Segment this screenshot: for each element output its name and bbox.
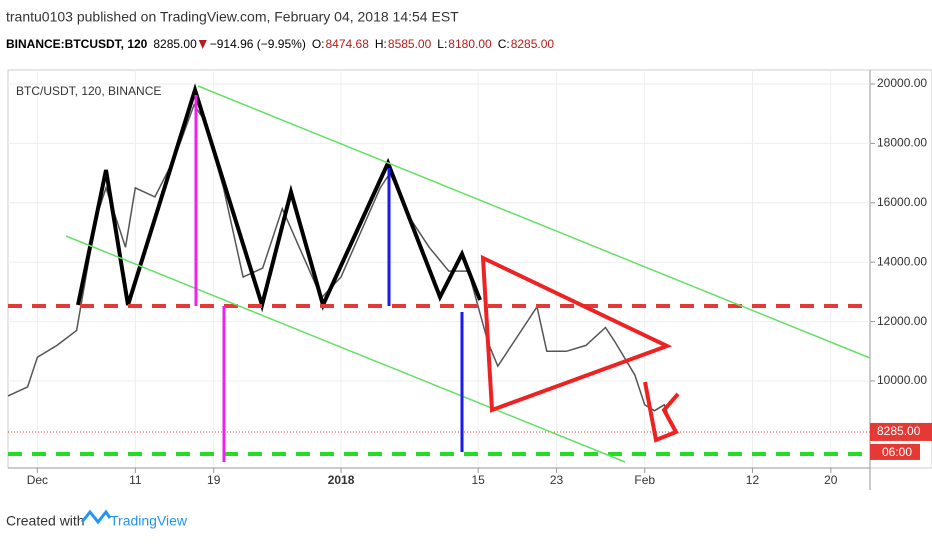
symbol-line: BINANCE:BTCUSDT, 120 8285.00 −914.96 (−9.9… bbox=[6, 37, 554, 51]
ohlc-label: C: bbox=[498, 37, 510, 51]
series-label: BTC/USDT, 120, BINANCE bbox=[16, 84, 161, 98]
ohlc-value: 8474.68 bbox=[326, 37, 370, 51]
time-label: 06:00 bbox=[882, 445, 912, 459]
y-tick-label: 16000.00 bbox=[877, 195, 927, 209]
logo bbox=[80, 509, 112, 525]
x-tick-label: 12 bbox=[746, 473, 760, 487]
drawings bbox=[8, 83, 871, 463]
down-arrow bbox=[198, 40, 207, 49]
channel-bottom bbox=[65, 235, 626, 463]
x-tick-label: 2018 bbox=[328, 473, 355, 487]
zigzag bbox=[76, 83, 482, 313]
x-tick-label: 23 bbox=[550, 473, 564, 487]
ohlc-label: O: bbox=[312, 37, 325, 51]
x-tick-label: Dec bbox=[27, 473, 48, 487]
price-line bbox=[7, 103, 675, 433]
price: 8285.00 bbox=[153, 37, 197, 51]
ohlc-value: 8285.00 bbox=[511, 37, 555, 51]
ohlc-label: H: bbox=[375, 37, 387, 51]
y-tick-label: 14000.00 bbox=[877, 254, 927, 268]
plot: 10000.00 12000.00 14000.00 16000.00 18000.00… bbox=[7, 70, 932, 487]
time-box bbox=[870, 443, 920, 460]
triangle bbox=[480, 254, 673, 413]
y-tick-label: 18000.00 bbox=[877, 136, 927, 150]
ohlc-value: 8585.00 bbox=[388, 37, 432, 51]
ohlc-value: 8180.00 bbox=[448, 37, 492, 51]
y-tick-label: 20000.00 bbox=[877, 76, 927, 90]
x-tick-label: 20 bbox=[824, 473, 838, 487]
flag bbox=[643, 381, 680, 443]
y-tick-label: 12000.00 bbox=[877, 314, 927, 328]
x-tick-label: Feb bbox=[634, 473, 655, 487]
last-price-box bbox=[870, 422, 932, 441]
channel-top bbox=[197, 85, 871, 359]
footer-created: Created with bbox=[6, 513, 85, 529]
ohlc-label: L: bbox=[437, 37, 447, 51]
y-tick-label: 10000.00 bbox=[877, 373, 927, 387]
symbol: BINANCE:BTCUSDT, 120 bbox=[6, 37, 148, 51]
change: −914.96 (−9.95%) bbox=[210, 37, 306, 51]
published-line: trantu0103 published on TradingView.com,… bbox=[6, 9, 459, 25]
x-tick-label: 15 bbox=[472, 473, 486, 487]
last-price-label: 8285.00 bbox=[877, 424, 921, 438]
footer-brand: TradingView bbox=[110, 513, 188, 529]
x-tick-label: 11 bbox=[129, 473, 142, 487]
x-tick-label: 19 bbox=[207, 473, 221, 487]
